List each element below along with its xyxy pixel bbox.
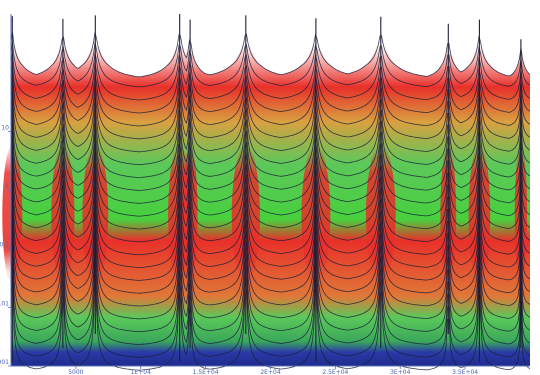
x-tick-label: 3E+04 — [390, 369, 410, 375]
eigen-curve — [10, 247, 531, 345]
eigen-curve — [10, 205, 531, 294]
axes: 5000 1E+04 1.5E+04 2E+04 2.5E+04 3E+04 3.5E+04… — [0, 14, 530, 375]
eigen-curve — [10, 236, 531, 333]
spectrum-fill — [11, 17, 530, 366]
eigen-curve — [10, 215, 531, 307]
eigen-curve — [10, 163, 531, 243]
y-tick-label: .001 — [0, 359, 9, 366]
eigen-curve — [10, 226, 531, 320]
x-tick-label: 3.5E+04 — [452, 369, 478, 375]
eigen-curve — [10, 91, 531, 153]
eigen-curve — [10, 31, 531, 78]
x-tick-label: 2.5E+04 — [322, 369, 348, 375]
eigen-curve — [10, 257, 531, 358]
x-tick-label: 1E+04 — [131, 369, 151, 375]
eigen-curve — [10, 132, 531, 204]
eigen-curve — [10, 153, 531, 230]
eigen-curve — [10, 184, 531, 268]
eigen-curve — [10, 101, 531, 166]
eigen-curve — [10, 112, 531, 179]
x-tick-label: 1.5E+04 — [193, 369, 219, 375]
eigen-curve — [10, 41, 531, 88]
eigen-curve — [10, 71, 531, 127]
eigenvalue-curves — [10, 14, 531, 371]
eigen-curve — [10, 61, 531, 114]
eigen-curve — [10, 51, 531, 101]
y-tick-label: 1 — [5, 183, 9, 190]
eigen-curve — [10, 142, 531, 217]
y-tick-label: 0.1 — [0, 242, 9, 249]
y-tick-label: .01 — [0, 300, 9, 307]
eigen-curve — [10, 122, 531, 191]
eigen-curve — [10, 81, 531, 140]
y-tick-label: 10 — [1, 124, 9, 131]
eigen-curve — [10, 173, 531, 256]
eigen-curve — [10, 194, 531, 281]
x-tick-label: 5000 — [68, 369, 83, 375]
x-tick-label: 2E+04 — [260, 369, 280, 375]
